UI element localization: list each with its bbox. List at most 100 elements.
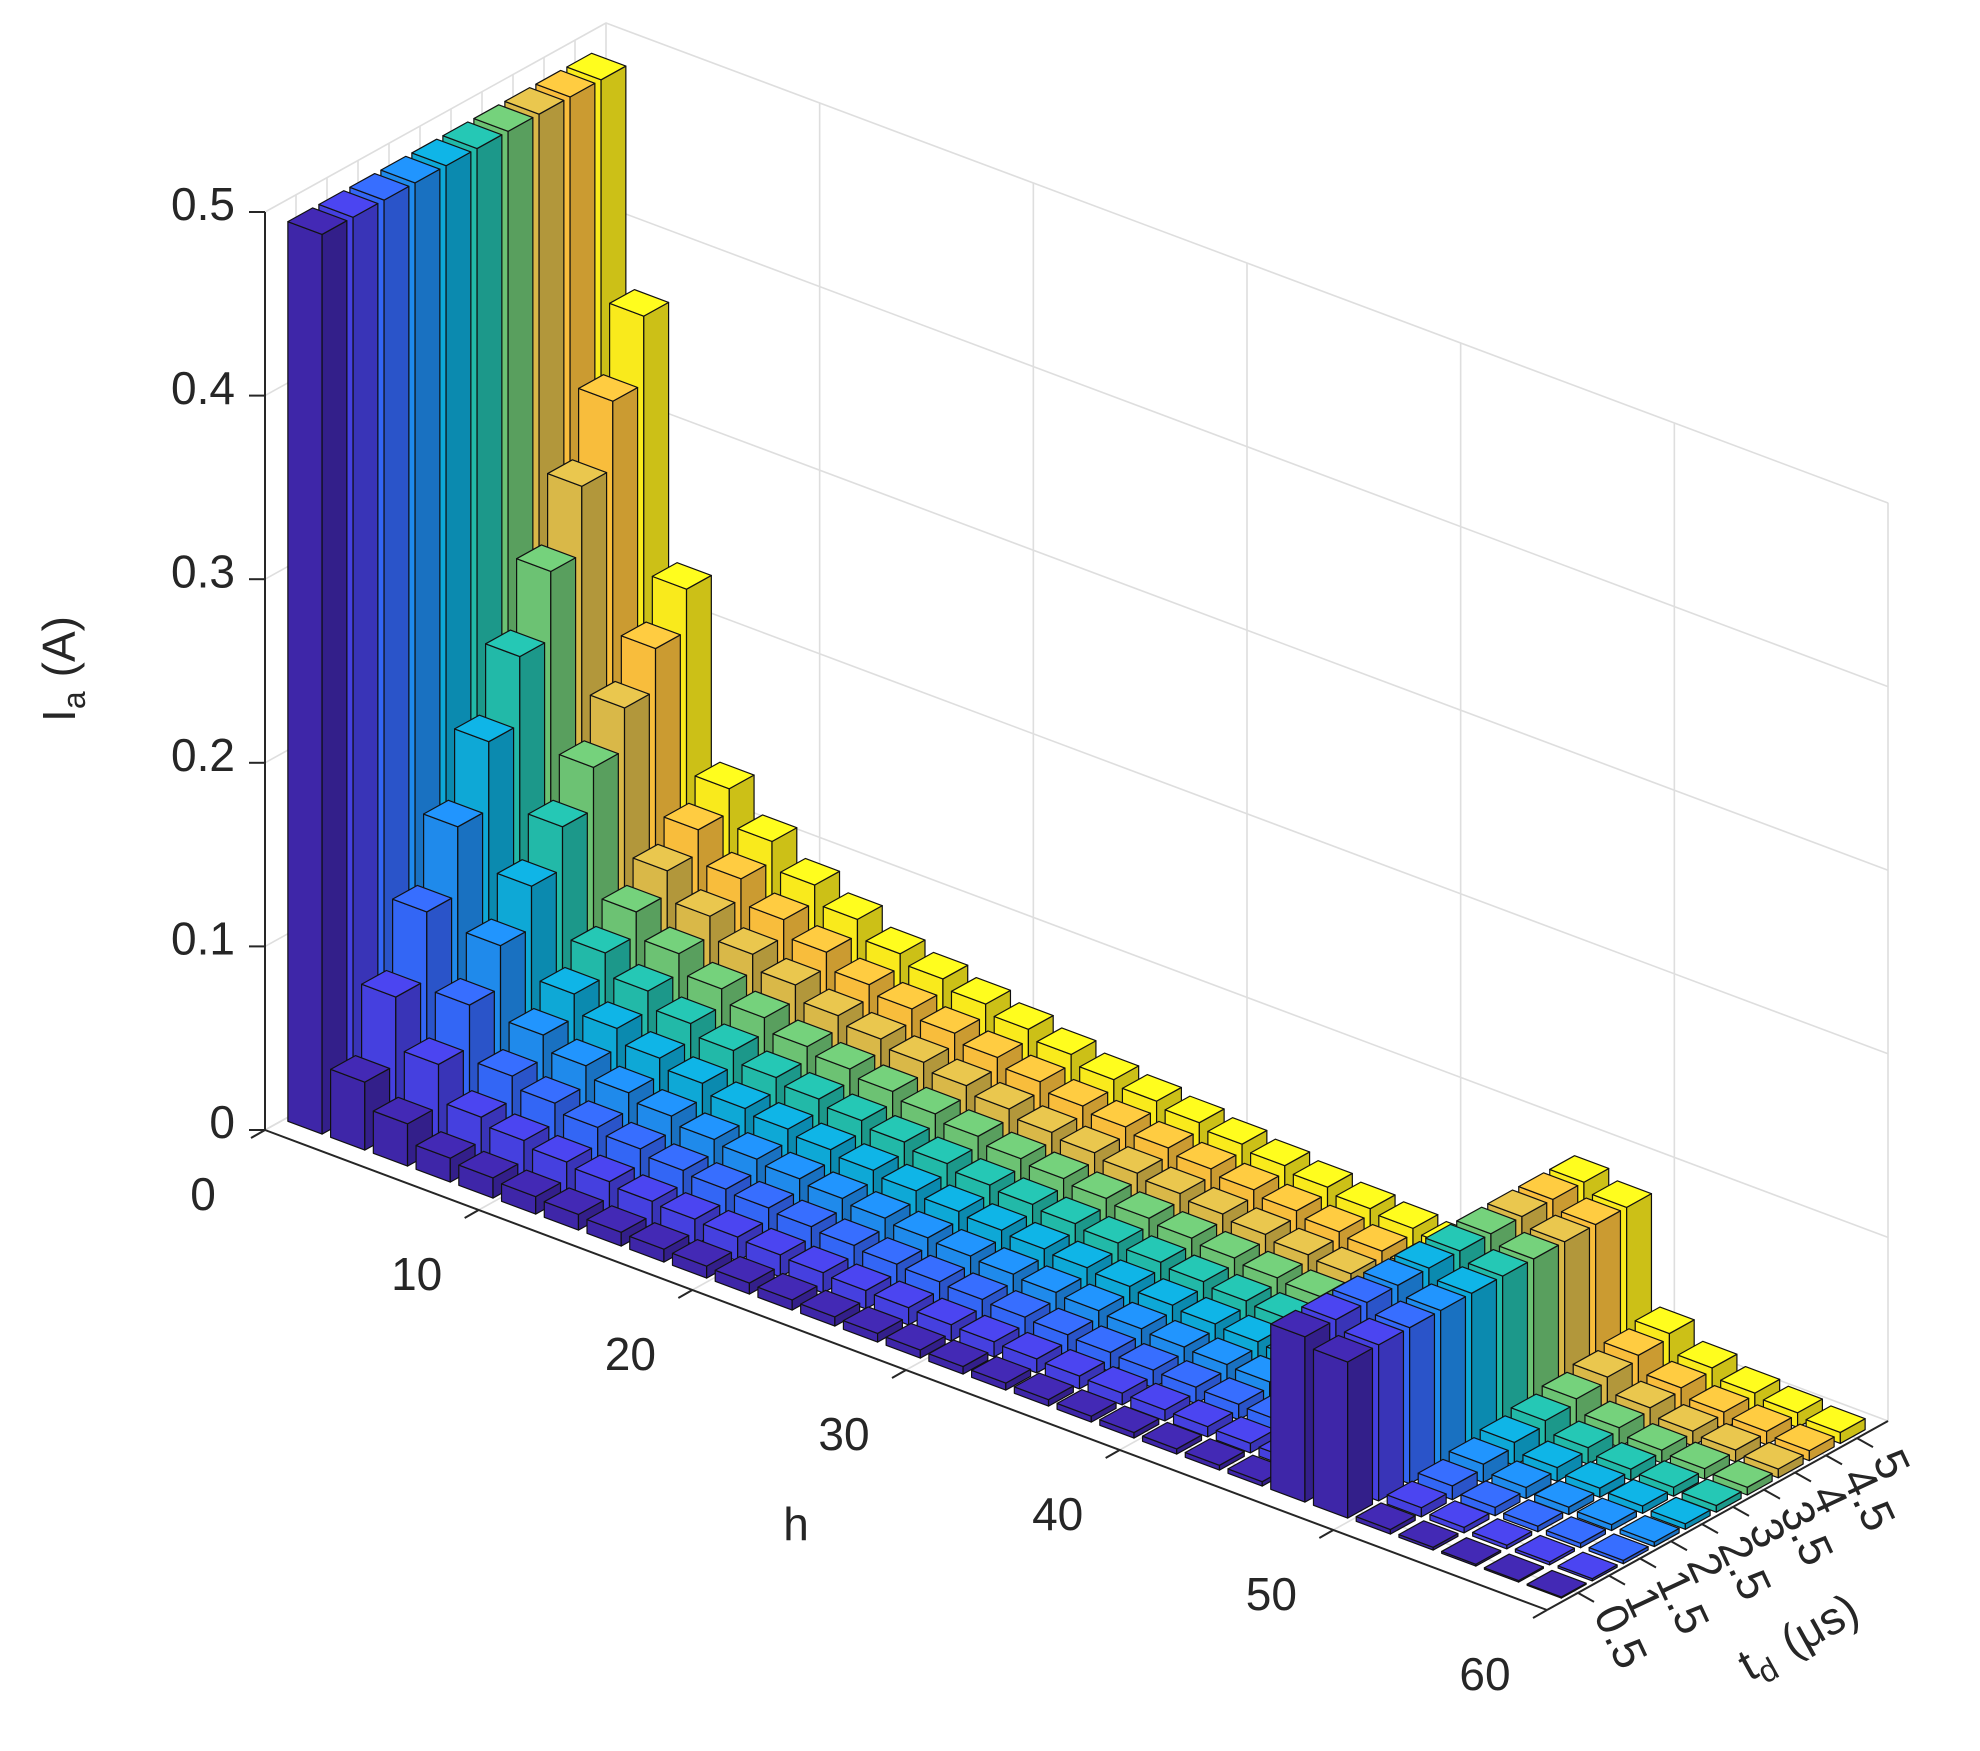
bar-top — [1090, 1099, 1151, 1128]
bar-top — [1700, 1422, 1761, 1451]
bar-top — [1064, 1283, 1125, 1312]
bar — [629, 1222, 690, 1263]
bar-top — [694, 761, 755, 790]
bar-top — [822, 892, 883, 920]
bar-top — [667, 1056, 728, 1084]
bar-top — [931, 1058, 992, 1087]
y-axis-line — [1546, 1420, 1889, 1611]
x-tick-label: 50 — [1246, 1568, 1297, 1620]
bar — [1087, 1366, 1148, 1406]
bar-top — [1141, 1421, 1203, 1450]
bar-top — [850, 1191, 911, 1219]
bar-top — [1467, 1248, 1529, 1277]
bar-top — [846, 1011, 907, 1040]
x-tick — [677, 1289, 693, 1299]
bar-side — [1378, 1330, 1405, 1502]
bar-top — [1472, 1518, 1533, 1546]
bar-top — [675, 889, 736, 917]
bar-front — [287, 221, 323, 1135]
bar-top — [1343, 1317, 1405, 1346]
bar — [757, 1272, 818, 1311]
bar-top — [1689, 1384, 1750, 1413]
bar-top — [1033, 1307, 1094, 1336]
bar-top — [1565, 1461, 1626, 1489]
bar — [1534, 1480, 1595, 1516]
bar — [916, 1297, 977, 1342]
bar-top — [807, 1171, 868, 1200]
z-tick-label: 0.1 — [171, 913, 235, 965]
grid-line — [605, 22, 1889, 504]
bar-top — [974, 1081, 1035, 1110]
bar-top — [1584, 1400, 1645, 1429]
bar-top — [1095, 1259, 1156, 1288]
x-tick-label: 60 — [1459, 1648, 1510, 1700]
bar — [1712, 1460, 1773, 1496]
bar — [1472, 1518, 1533, 1550]
bar-top — [1075, 1325, 1136, 1354]
bar-top — [772, 1019, 833, 1048]
bar-top — [869, 1114, 930, 1143]
bar-top — [1677, 1340, 1738, 1369]
bar-top — [745, 1227, 806, 1256]
bar-top — [1021, 1265, 1082, 1294]
grid-line — [264, 22, 607, 213]
bar-top — [620, 621, 681, 650]
bar-top — [1180, 1296, 1241, 1325]
bar-top — [1394, 1240, 1455, 1269]
bar-top — [935, 1228, 996, 1257]
bar-top — [791, 925, 852, 953]
bar-front — [330, 1068, 366, 1151]
bar-top — [535, 69, 596, 98]
bar-top — [1087, 1366, 1148, 1394]
bar-top — [644, 926, 705, 955]
bar-top — [1417, 1458, 1478, 1487]
bar-top — [1126, 1235, 1187, 1263]
bar-top — [423, 799, 484, 828]
bar-top — [978, 1247, 1039, 1275]
bar-top — [648, 1143, 709, 1172]
bar-top — [1304, 1204, 1365, 1233]
bar-top — [1099, 1405, 1160, 1434]
bar-top — [753, 1101, 814, 1130]
bar-top — [706, 851, 767, 880]
bar-top — [1114, 1191, 1175, 1219]
bar-top — [1425, 1223, 1486, 1252]
bar-top — [578, 374, 639, 402]
bar — [1312, 1334, 1374, 1519]
bar-top — [888, 1035, 950, 1063]
bar-top — [1549, 1155, 1610, 1183]
bar — [1483, 1553, 1544, 1583]
bar-top — [873, 1280, 934, 1309]
z-label-unit: (A) — [33, 616, 85, 677]
bar-top — [990, 1289, 1051, 1318]
bar-top — [318, 190, 379, 218]
bar-top — [458, 1150, 519, 1179]
bar-top — [1013, 1372, 1074, 1401]
bar-top — [679, 1112, 740, 1141]
bar-top — [1503, 1499, 1564, 1527]
bar-top — [737, 814, 798, 843]
bar-top — [950, 976, 1012, 1005]
x-tick — [1105, 1449, 1121, 1459]
bar-top — [465, 918, 526, 947]
bar-top — [826, 1093, 888, 1122]
bar-top — [531, 1134, 593, 1163]
x-tick — [891, 1369, 907, 1379]
bar-top — [1176, 1141, 1237, 1170]
bar-top — [1441, 1537, 1502, 1565]
bar-top — [1634, 1306, 1695, 1335]
bar-top — [361, 969, 422, 998]
grid-line — [605, 756, 1889, 1239]
bar-top — [831, 1263, 892, 1292]
bar-top — [1048, 1078, 1109, 1107]
bar-top — [454, 714, 515, 743]
bar-top — [1044, 1348, 1105, 1377]
bar-top — [1017, 1105, 1078, 1133]
bar-top — [562, 1100, 624, 1129]
bar-top — [520, 1075, 581, 1104]
bar-top — [1145, 1166, 1206, 1195]
bar-top — [660, 1192, 721, 1220]
bar-top — [1130, 1382, 1191, 1411]
bar-top — [993, 1002, 1054, 1030]
y-tick — [1856, 1437, 1874, 1449]
